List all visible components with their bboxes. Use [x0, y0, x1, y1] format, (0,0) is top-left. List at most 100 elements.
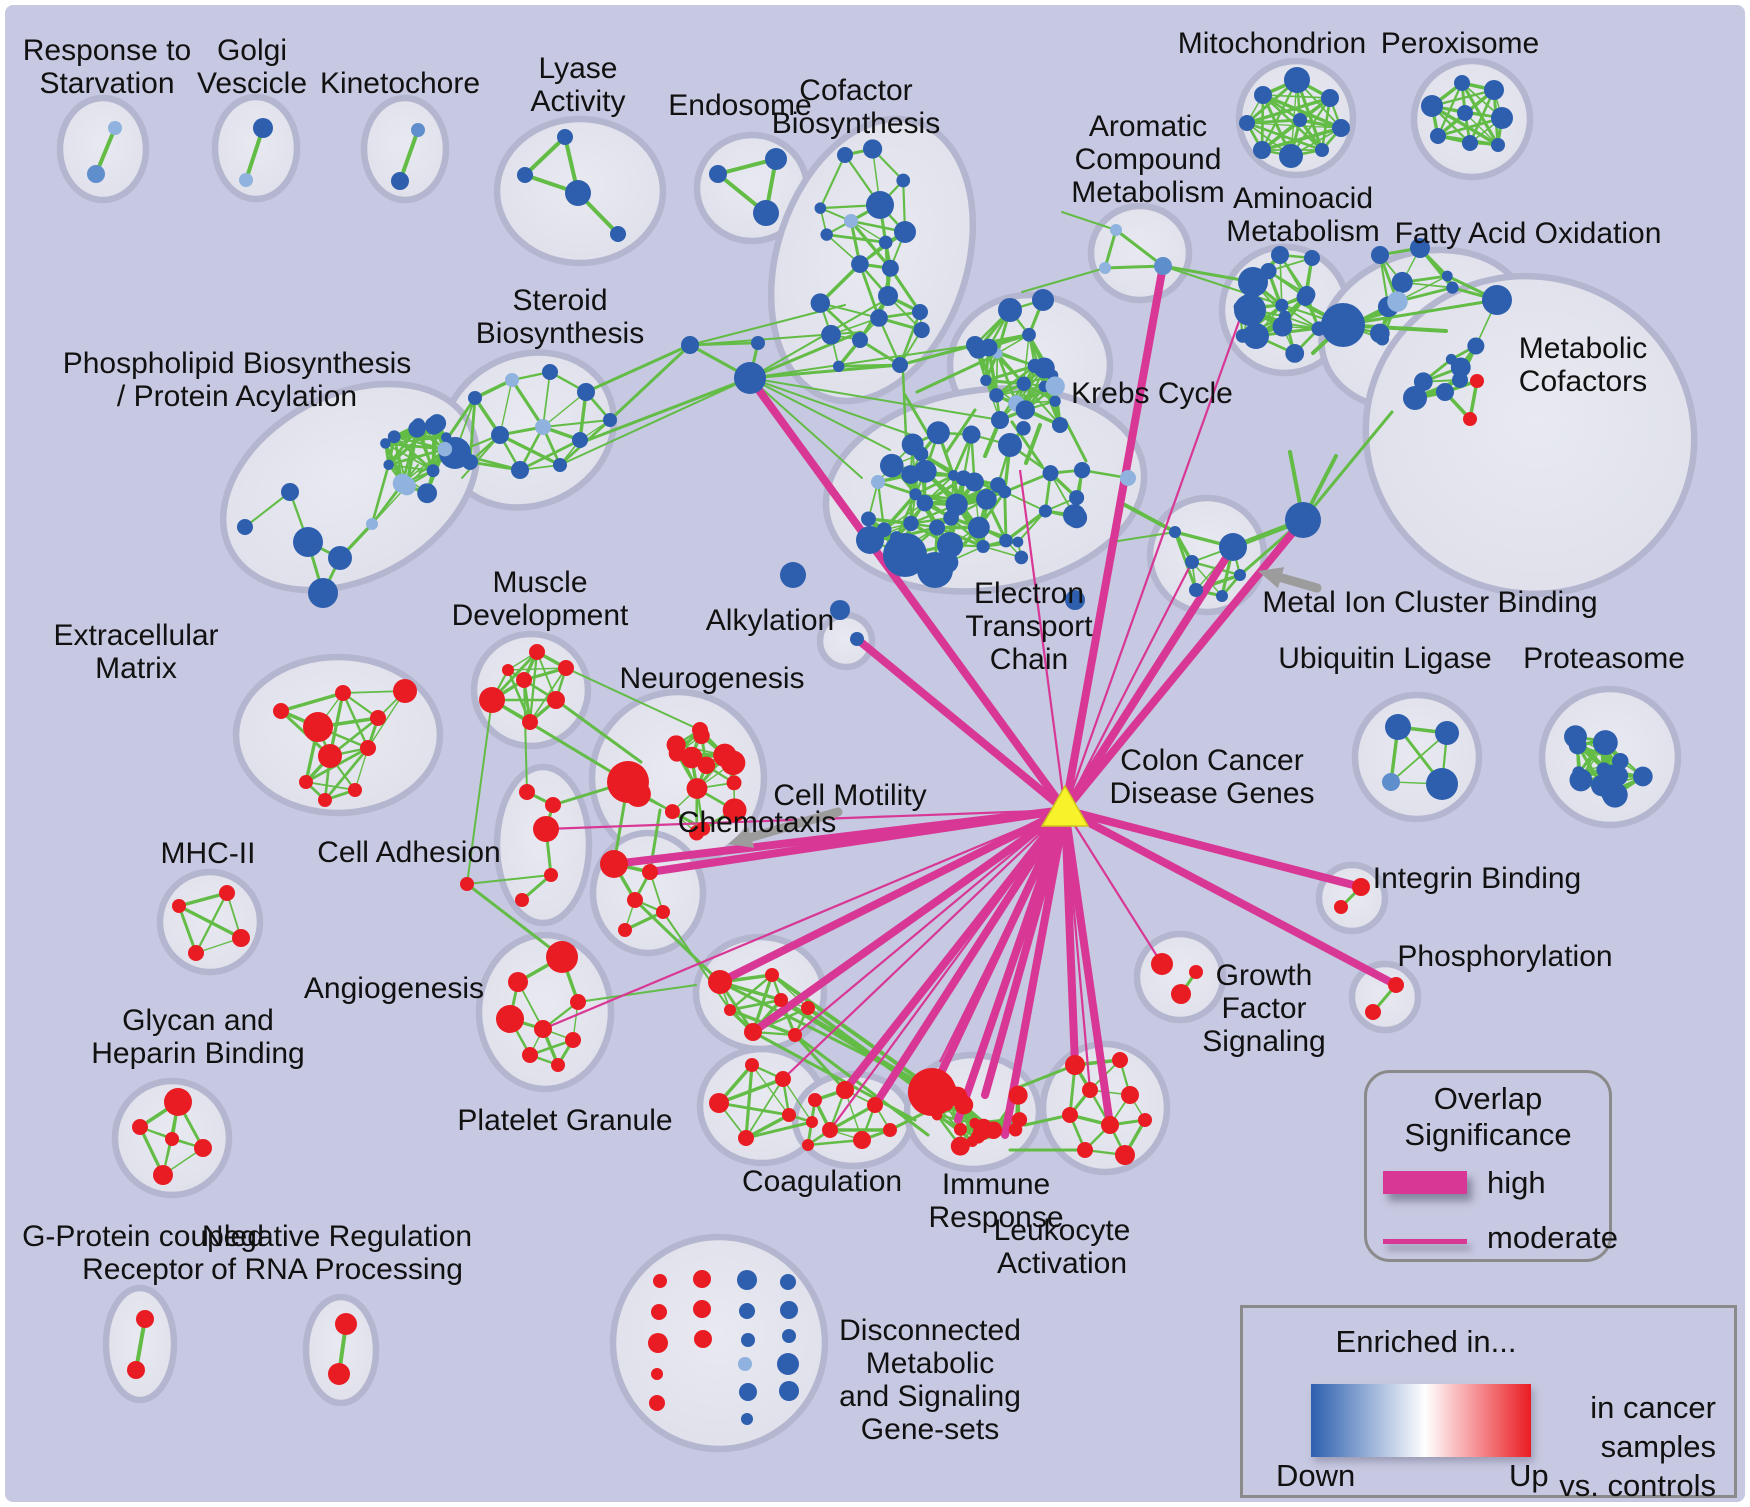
label-negative-regulation-rna: Negative Regulation	[202, 1220, 472, 1253]
gene-set-node	[888, 541, 909, 562]
coexpression-edge	[882, 492, 918, 532]
gene-set-node	[1454, 75, 1470, 91]
label-ubiquitin-ligase: Ubiquitin Ligase	[1278, 642, 1491, 675]
coexpression-edge	[858, 262, 881, 320]
gene-set-node	[1038, 504, 1052, 518]
gene-set-node	[830, 600, 850, 620]
gene-set-node	[722, 798, 747, 823]
label-phospholipid-protein-acylation: Phospholipid Biosynthesis	[63, 347, 412, 380]
coexpression-edge	[466, 699, 493, 885]
label-metabolic-cofactors: Metabolic	[1519, 332, 1647, 365]
coexpression-edge	[559, 377, 751, 466]
coexpression-edge	[1341, 298, 1499, 327]
gene-set-node	[738, 1130, 754, 1146]
gene-set-node	[1073, 461, 1091, 479]
gene-set-node	[1239, 115, 1255, 131]
coexpression-edge	[744, 1063, 754, 1140]
gene-set-node	[558, 660, 574, 676]
overlap-edge-high	[853, 635, 1069, 814]
coexpression-edge	[1430, 104, 1500, 147]
gene-set-node	[989, 388, 1004, 403]
gene-set-node	[393, 679, 417, 703]
coexpression-edge	[1245, 118, 1302, 125]
gene-set-node	[253, 118, 273, 138]
coexpression-edge	[1390, 732, 1448, 783]
gene-set-node	[837, 147, 853, 163]
coexpression-edge	[819, 302, 880, 319]
gene-set-node	[1112, 1052, 1128, 1068]
cluster-ellipse-angiogenesis	[475, 931, 615, 1093]
gene-set-node	[1279, 144, 1303, 168]
label-glycan-heparin-binding: Glycan and	[122, 1004, 274, 1037]
gene-set-node	[1052, 417, 1068, 433]
gene-set-node	[545, 797, 561, 813]
gene-set-node	[1233, 301, 1246, 313]
gene-set-node	[1596, 762, 1612, 778]
gene-set-node	[570, 994, 586, 1010]
gene-set-node	[603, 413, 617, 427]
gene-set-node	[508, 972, 528, 992]
coexpression-edge	[944, 408, 977, 455]
overlap-edge-high	[716, 806, 1069, 986]
gene-set-node	[1332, 119, 1350, 137]
gene-set-node	[780, 562, 806, 588]
gene-set-node	[937, 532, 963, 558]
gene-set-node	[511, 461, 529, 479]
gene-set-node	[686, 778, 708, 799]
label-lyase-activity: Activity	[530, 85, 625, 118]
gene-set-node	[649, 1395, 665, 1411]
label-angiogenesis: Angiogenesis	[304, 972, 484, 1005]
gene-set-node	[1077, 1142, 1093, 1158]
gene-set-node	[955, 470, 972, 487]
coexpression-edge	[1301, 410, 1394, 522]
gene-set-node	[172, 899, 186, 913]
gene-set-node	[318, 744, 342, 768]
gene-set-node	[299, 775, 313, 789]
gene-set-node	[491, 426, 509, 444]
overlap-edge-high	[1001, 806, 1069, 1139]
gene-set-node	[680, 746, 703, 769]
overlap-edge-high	[1061, 806, 1114, 1129]
coexpression-edge	[370, 463, 390, 526]
gene-set-node	[991, 411, 1009, 429]
gene-set-node	[546, 941, 578, 973]
coexpression-edge	[305, 781, 356, 791]
overlap-edge-moderate	[1018, 469, 1067, 811]
gene-set-node	[1138, 1113, 1152, 1127]
gene-set-node	[870, 309, 888, 327]
label-disconnected-gene-sets: and Signaling	[839, 1380, 1021, 1413]
gene-set-node	[1391, 271, 1413, 293]
gene-set-node	[1011, 1112, 1028, 1128]
gene-set-node	[861, 511, 876, 527]
coexpression-edge	[749, 344, 976, 379]
label-muscle-development: Muscle	[492, 566, 587, 599]
coexpression-edge	[1191, 561, 1223, 597]
gene-set-node	[976, 489, 997, 510]
gene-set-node	[656, 905, 670, 919]
coexpression-edge	[506, 668, 532, 724]
cell-motility-arrow-head	[728, 826, 755, 848]
label-disconnected-gene-sets: Gene-sets	[861, 1413, 999, 1446]
gene-set-node	[774, 993, 788, 1007]
gene-set-node	[713, 743, 737, 768]
coexpression-edge	[387, 463, 434, 472]
label-metabolic-cofactors: Cofactors	[1519, 365, 1647, 398]
gene-set-node	[565, 1032, 581, 1048]
gene-set-node	[642, 864, 658, 880]
gene-set-node	[1462, 135, 1478, 151]
label-immune-response: Response	[928, 1201, 1063, 1234]
label-electron-transport-chain: Chain	[990, 643, 1068, 676]
gene-set-node	[273, 703, 289, 719]
coexpression-edge	[554, 698, 643, 764]
gene-set-node	[777, 1353, 799, 1375]
gene-set-node	[999, 533, 1013, 548]
cluster-ellipse-cell-adhesion	[493, 763, 593, 927]
label-electron-transport-chain: Electron	[974, 577, 1084, 610]
label-peroxisome: Peroxisome	[1381, 27, 1539, 60]
coexpression-edge	[1003, 490, 1008, 543]
gene-set-node	[1101, 1116, 1119, 1134]
gene-set-node	[1285, 344, 1305, 363]
coexpression-edge	[771, 974, 809, 1009]
coexpression-edge	[914, 474, 955, 496]
